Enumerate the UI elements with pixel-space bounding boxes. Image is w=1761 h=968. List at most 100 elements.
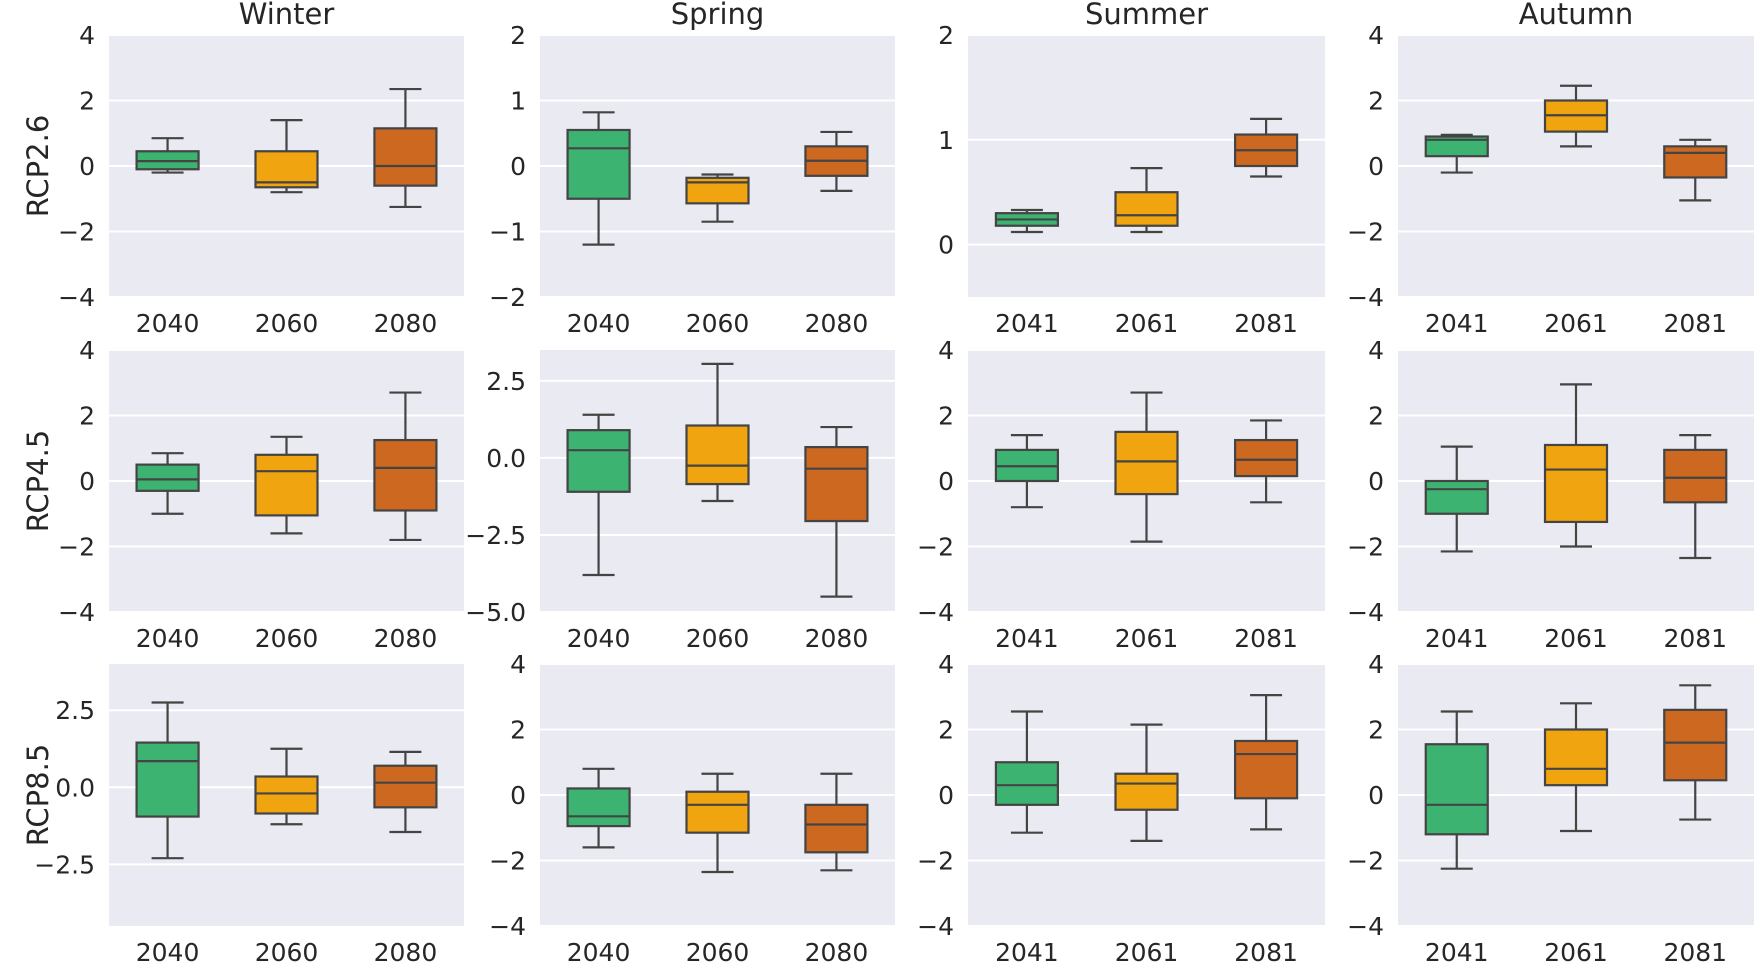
iqr-box <box>1114 430 1179 496</box>
y-tick-label: 2 <box>79 402 95 431</box>
x-tick-label: 2081 <box>1663 309 1727 338</box>
y-tick-label: −4 <box>917 912 954 941</box>
y-tick-label: 4 <box>510 650 526 679</box>
iqr-box <box>135 463 200 492</box>
y-tick-label: −2 <box>917 533 954 562</box>
y-tick-label: 2 <box>938 21 954 50</box>
iqr-box <box>1233 739 1299 800</box>
y-tick-label: 2 <box>510 21 526 50</box>
x-tick-label: 2081 <box>1663 624 1727 653</box>
y-tick-label: 2.5 <box>486 367 526 396</box>
y-tick-label: 0 <box>938 467 954 496</box>
x-tick-label: 2081 <box>1234 309 1298 338</box>
y-tick-label: 2 <box>1368 402 1384 431</box>
iqr-box <box>804 445 869 523</box>
x-tick-label: 2061 <box>1115 309 1179 338</box>
y-tick-label: 2.5 <box>55 696 95 725</box>
x-tick-label: 2040 <box>567 938 631 967</box>
subplot-panel: −2.5 0.0 2.5 2040 2060 2080 <box>34 664 464 967</box>
box-2081 <box>1663 434 1728 560</box>
subplot-panel: −4 −2 0 2 4 2041 2061 2081 <box>917 650 1325 967</box>
iqr-box <box>373 764 438 809</box>
y-tick-label: 0.0 <box>486 444 526 473</box>
iqr-box <box>685 790 750 834</box>
column-title: Autumn <box>1519 0 1634 31</box>
box-2080 <box>804 425 869 598</box>
iqr-box <box>373 438 438 512</box>
x-tick-label: 2041 <box>1425 938 1489 967</box>
column-title: Summer <box>1085 0 1208 31</box>
iqr-box <box>1663 708 1728 782</box>
y-tick-label: −4 <box>1347 283 1384 312</box>
y-tick-label: −4 <box>58 283 95 312</box>
x-tick-label: 2060 <box>255 938 319 967</box>
subplot-panel: −4 −2 0 2 4 2040 2060 2080 <box>58 21 464 338</box>
x-tick-label: 2061 <box>1544 309 1608 338</box>
y-tick-label: 4 <box>938 650 954 679</box>
subplot-panel: −4 −2 0 2 4 2041 2061 2081 <box>917 336 1325 653</box>
y-tick-label: 4 <box>79 336 95 365</box>
x-tick-label: 2040 <box>136 938 200 967</box>
row-label: RCP4.5 <box>21 430 55 533</box>
y-tick-label: −2 <box>58 218 95 247</box>
x-tick-label: 2040 <box>567 309 631 338</box>
subplot-panel: −5.0 −2.5 0.0 2.5 2040 2060 2080 <box>465 350 895 653</box>
x-tick-label: 2040 <box>136 624 200 653</box>
box-2061 <box>1114 723 1179 842</box>
y-tick-label: 4 <box>938 336 954 365</box>
y-tick-label: 0 <box>510 781 526 810</box>
iqr-box <box>1663 145 1728 179</box>
box-2061 <box>1543 383 1609 548</box>
box-2081 <box>1233 117 1299 178</box>
y-tick-label: −2 <box>917 847 954 876</box>
x-tick-label: 2061 <box>1115 938 1179 967</box>
subplot-panel: −2 −1 0 1 2 2040 2060 2080 <box>489 21 895 338</box>
y-tick-label: −4 <box>58 598 95 627</box>
iqr-box <box>804 803 869 854</box>
y-tick-label: −4 <box>1347 912 1384 941</box>
x-tick-label: 2081 <box>1663 938 1727 967</box>
y-tick-label: −2.5 <box>34 850 95 879</box>
y-tick-label: 0 <box>1368 152 1384 181</box>
y-tick-label: 1 <box>938 126 954 155</box>
x-tick-label: 2080 <box>805 938 869 967</box>
y-tick-label: 4 <box>79 21 95 50</box>
y-tick-label: 1 <box>510 87 526 116</box>
y-tick-label: 2 <box>510 716 526 745</box>
column-title: Winter <box>239 0 335 31</box>
y-tick-label: 2 <box>79 87 95 116</box>
x-tick-label: 2060 <box>255 309 319 338</box>
x-tick-label: 2081 <box>1234 938 1298 967</box>
x-tick-label: 2080 <box>805 624 869 653</box>
box-2080 <box>373 750 438 834</box>
y-tick-label: −2 <box>1347 847 1384 876</box>
box-2080 <box>804 130 869 192</box>
box-2041 <box>1424 445 1489 553</box>
box-2081 <box>1233 694 1299 831</box>
box-2081 <box>1233 419 1299 504</box>
box-2040 <box>135 701 200 860</box>
iqr-box <box>566 787 631 828</box>
x-tick-label: 2080 <box>805 309 869 338</box>
y-tick-label: 0 <box>1368 781 1384 810</box>
box-2041 <box>1424 133 1489 174</box>
box-2081 <box>1663 684 1728 821</box>
iqr-box <box>1114 772 1179 811</box>
box-2060 <box>254 119 319 194</box>
y-tick-label: −4 <box>1347 598 1384 627</box>
iqr-box <box>1114 191 1179 227</box>
y-tick-label: 4 <box>1368 336 1384 365</box>
subplot-panel: −4 −2 0 2 4 2041 2061 2081 <box>1347 336 1754 653</box>
y-tick-label: 2 <box>938 716 954 745</box>
iqr-box <box>566 128 631 200</box>
y-tick-label: −5.0 <box>465 598 526 627</box>
box-2080 <box>804 772 869 872</box>
iqr-box <box>135 741 200 818</box>
x-tick-label: 2080 <box>374 309 438 338</box>
row-label: RCP8.5 <box>21 744 55 847</box>
y-tick-label: 4 <box>1368 21 1384 50</box>
y-tick-label: −4 <box>489 912 526 941</box>
y-tick-label: 2 <box>1368 87 1384 116</box>
box-2060 <box>254 435 319 535</box>
iqr-box <box>254 453 319 517</box>
